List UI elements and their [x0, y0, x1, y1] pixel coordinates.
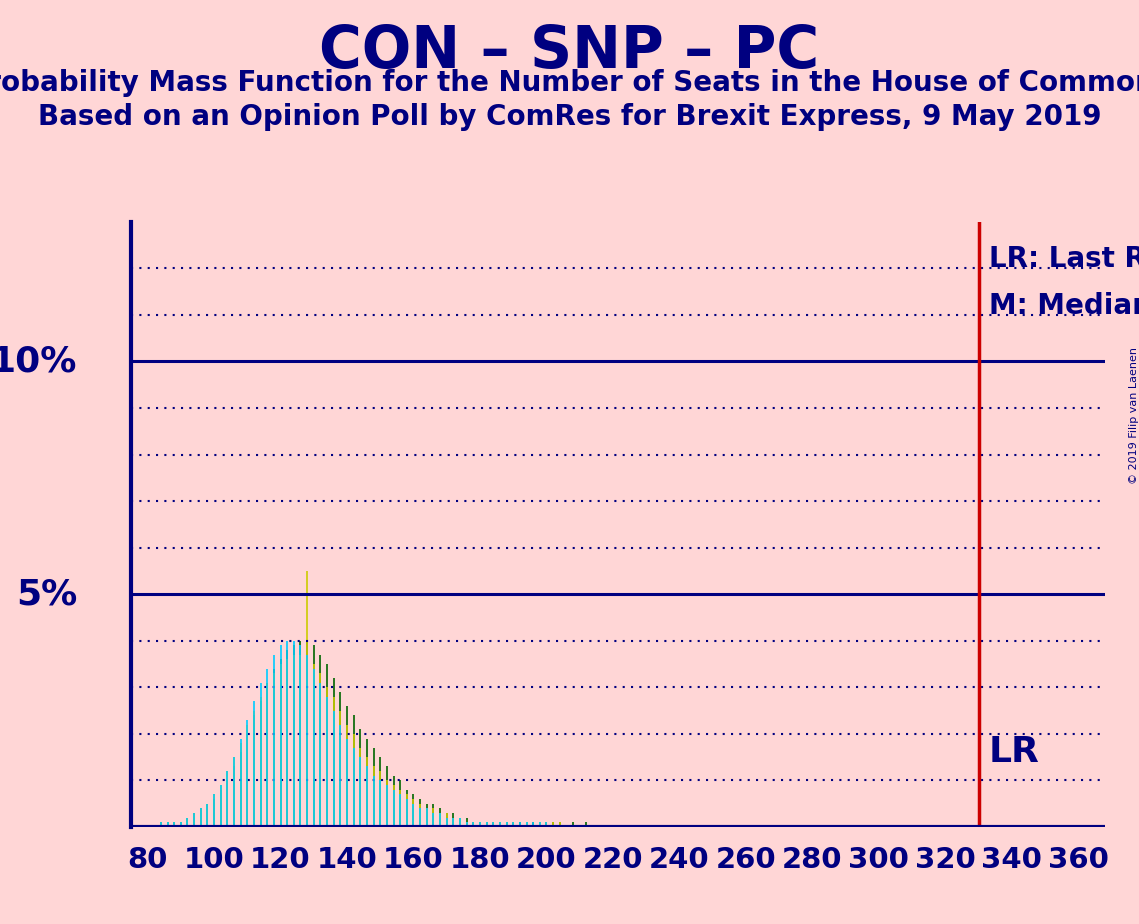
Text: LR: LR	[989, 736, 1040, 770]
Text: Probability Mass Function for the Number of Seats in the House of Commons: Probability Mass Function for the Number…	[0, 69, 1139, 97]
Text: M: Median: M: Median	[989, 292, 1139, 320]
Text: 5%: 5%	[16, 578, 77, 611]
Text: LR: Last Result: LR: Last Result	[989, 245, 1139, 273]
Text: Based on an Opinion Poll by ComRes for Brexit Express, 9 May 2019: Based on an Opinion Poll by ComRes for B…	[38, 103, 1101, 131]
Text: CON – SNP – PC: CON – SNP – PC	[319, 23, 820, 80]
Text: 10%: 10%	[0, 345, 77, 379]
Text: © 2019 Filip van Laenen: © 2019 Filip van Laenen	[1130, 347, 1139, 484]
